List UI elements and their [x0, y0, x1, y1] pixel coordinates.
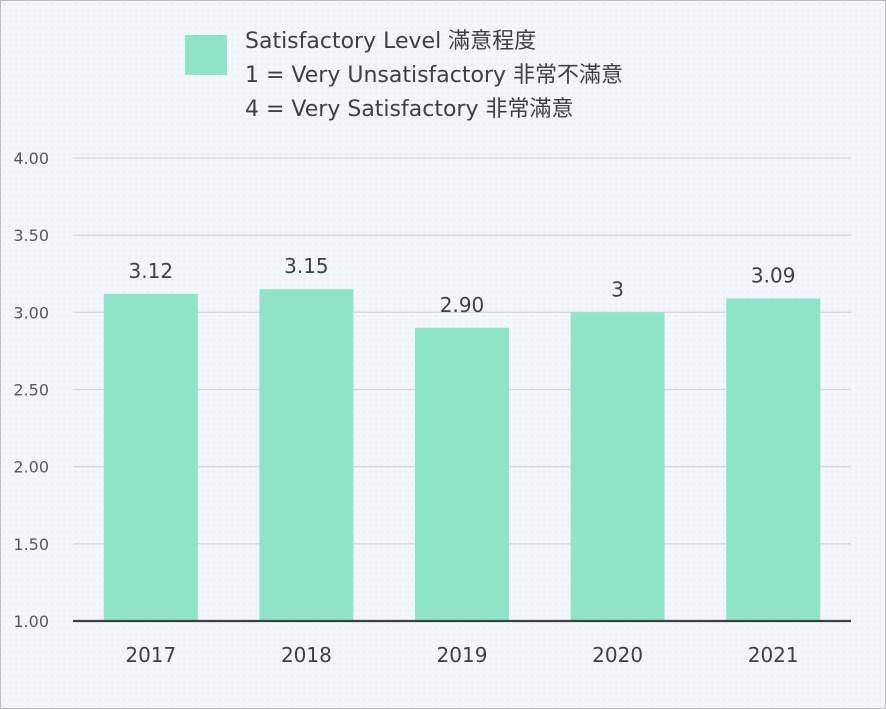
legend-swatch: [185, 35, 227, 75]
legend: Satisfactory Level 滿意程度 1 = Very Unsatis…: [185, 25, 623, 127]
legend-series-label: Satisfactory Level 滿意程度: [245, 29, 537, 54]
x-tick-label: 2020: [592, 643, 643, 667]
data-label: 2.90: [440, 293, 485, 317]
legend-text: Satisfactory Level 滿意程度 1 = Very Unsatis…: [245, 25, 623, 127]
data-label: 3: [611, 277, 624, 301]
x-tick-label: 2019: [437, 643, 488, 667]
bar: [570, 312, 665, 621]
legend-scale-min-note: 1 = Very Unsatisfactory 非常不滿意: [245, 63, 624, 88]
y-tick-label: 2.00: [13, 458, 49, 477]
bar: [415, 327, 509, 621]
y-tick-label: 1.50: [13, 535, 49, 554]
legend-scale-max-note: 4 = Very Satisfactory 非常滿意: [245, 97, 574, 122]
bar: [259, 289, 354, 621]
y-tick-label: 3.00: [13, 303, 49, 322]
bar: [726, 298, 821, 621]
y-tick-label: 3.50: [13, 226, 49, 245]
data-label: 3.12: [129, 259, 174, 283]
data-label: 3.09: [751, 263, 796, 287]
x-tick-label: 2018: [281, 643, 332, 667]
y-tick-label: 1.00: [13, 612, 49, 631]
y-tick-label: 2.50: [13, 381, 49, 400]
x-tick-label: 2021: [748, 643, 799, 667]
y-tick-label: 4.00: [13, 149, 49, 168]
x-tick-label: 2017: [125, 643, 176, 667]
bar: [103, 293, 198, 621]
data-label: 3.15: [284, 254, 329, 278]
